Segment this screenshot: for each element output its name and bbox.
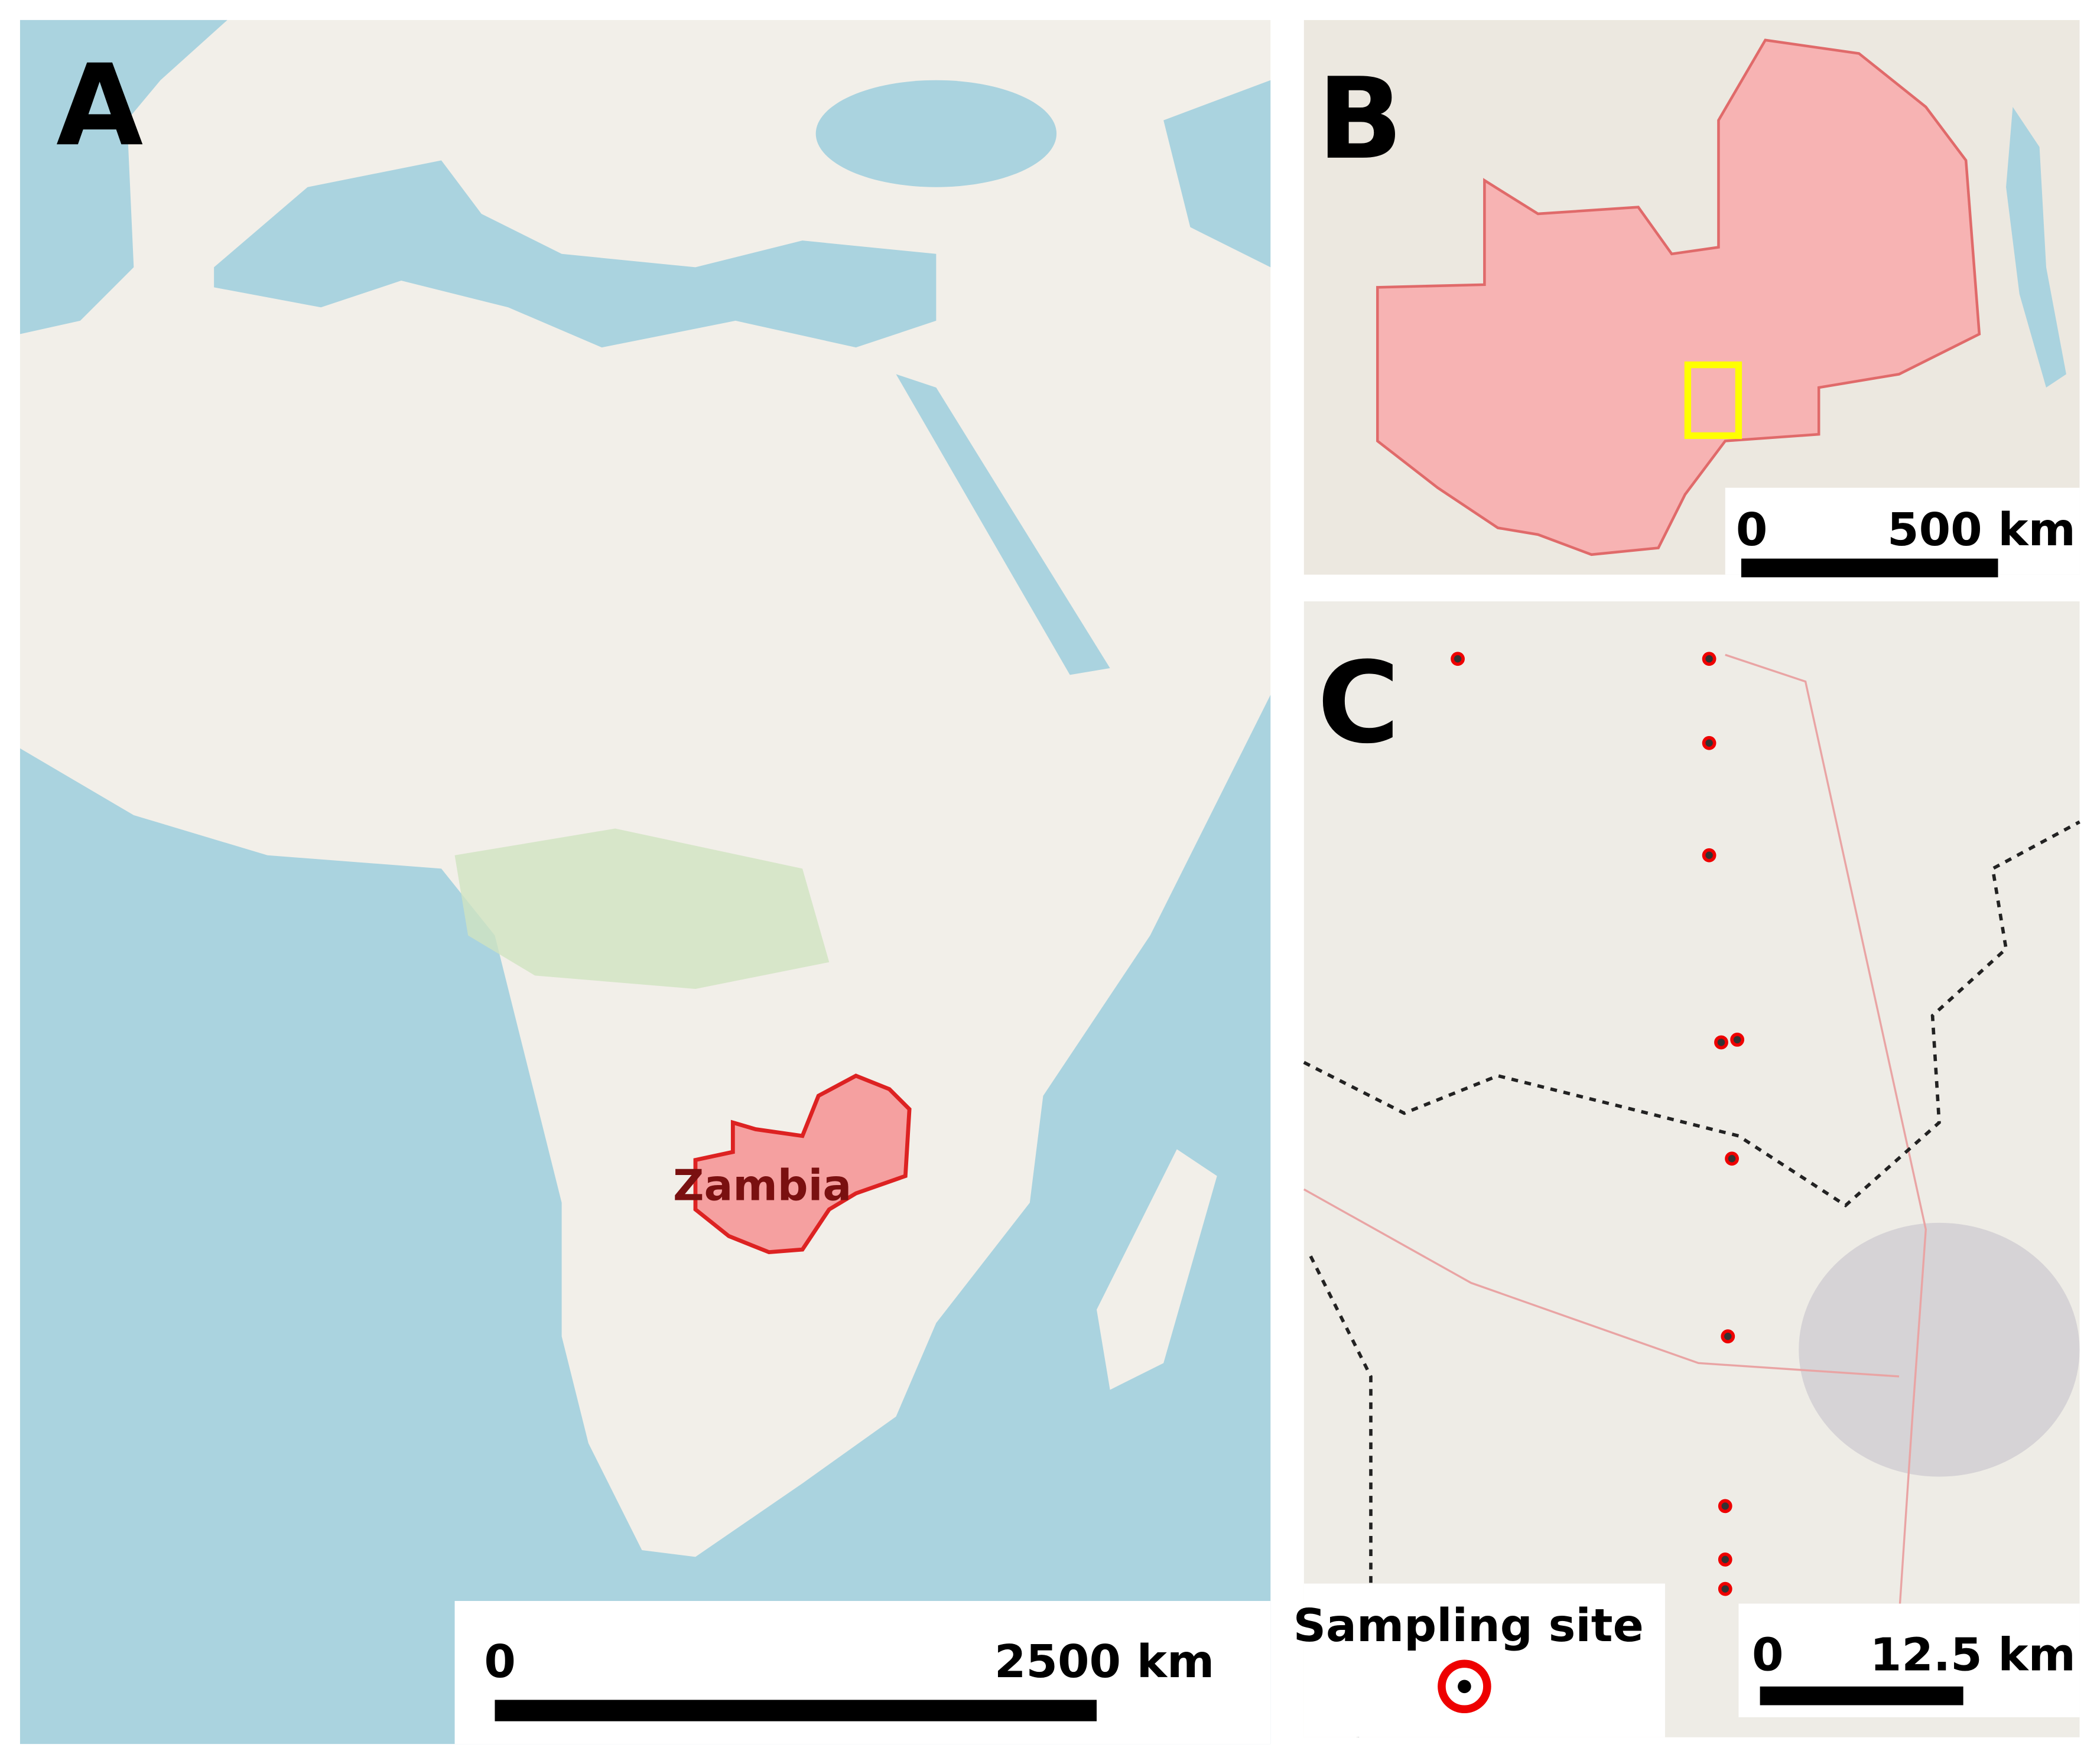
panel-label: B: [1317, 54, 1403, 184]
site-marker: [1718, 1499, 1732, 1514]
sea: [1163, 80, 1271, 268]
site-marker: [1702, 848, 1716, 863]
sampling-sites: [1451, 652, 1745, 1596]
panel-label: A: [56, 40, 143, 171]
road: [1725, 653, 1927, 1617]
boundary: [1309, 1255, 1373, 1738]
city: [1799, 1222, 2080, 1477]
scale-bar: [1760, 1686, 1963, 1706]
site-marker: [1730, 1033, 1745, 1047]
scale-start: 0: [1736, 504, 1768, 556]
boundary: [1303, 820, 2080, 1208]
panel-c: C Sampling site 0 12.5 km: [1293, 601, 2080, 1738]
panel-label: C: [1317, 638, 1400, 769]
panel-b: B 0 500 km: [1303, 19, 2080, 578]
zambia-area: [693, 1073, 912, 1255]
site-marker: [1702, 652, 1716, 666]
site-marker: [1714, 1035, 1728, 1050]
ocean: [19, 695, 1271, 1745]
scale-end: 12.5 km: [1870, 1629, 2076, 1682]
site-marker: [1702, 735, 1716, 750]
scale-start: 0: [484, 1636, 516, 1688]
sea: [896, 374, 1110, 675]
island: [1096, 1149, 1217, 1390]
lake: [2006, 106, 2066, 388]
land: [1303, 601, 2080, 1737]
legend-marker-center: [1458, 1680, 1471, 1694]
site-marker: [1718, 1581, 1732, 1596]
legend-text: Sampling site: [1293, 1600, 1644, 1652]
site-marker: [1725, 1151, 1739, 1166]
forest: [454, 828, 830, 989]
site-marker: [1451, 652, 1465, 666]
scale-bar: [495, 1700, 1097, 1721]
site-marker: [1718, 1553, 1732, 1567]
ocean: [19, 19, 227, 334]
zoom-box: [1684, 361, 1742, 440]
map-label: Zambia: [673, 1161, 851, 1210]
site-marker: [1721, 1329, 1735, 1343]
scale-bar: [1741, 558, 1998, 578]
legend-box: [1303, 1583, 1665, 1737]
road: [1303, 1188, 1900, 1378]
scale-end: 2500 km: [994, 1636, 1214, 1688]
sea: [815, 80, 1057, 187]
scale-start: 0: [1752, 1629, 1784, 1682]
scale-end: 500 km: [1887, 504, 2076, 556]
panel-a: Zambia A 0 2500 km: [19, 19, 1271, 1745]
sea: [214, 160, 937, 348]
zambia-area: [1376, 38, 1981, 556]
